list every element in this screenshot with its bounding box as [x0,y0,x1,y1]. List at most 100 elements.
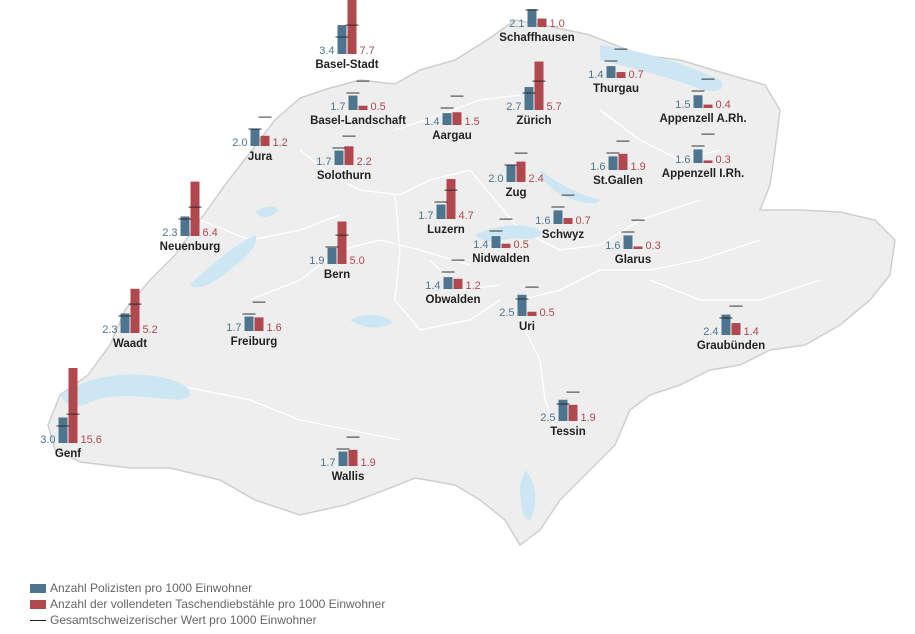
legend-label-police: Anzahl Polizisten pro 1000 Einwohner [50,581,253,595]
bar-police-solothurn [334,150,344,165]
value-pickpocket-luzern: 4.7 [459,210,474,222]
canton-label-glarus: Glarus [615,254,651,266]
bar-pickpocket-uri [527,311,537,316]
canton-luzern: 1.7 4.7 Luzern [418,179,474,236]
canton-glarus: 1.6 0.3 Glarus [605,219,661,266]
value-pickpocket-zug: 2.4 [529,173,544,185]
value-pickpocket-genf: 15.6 [81,434,102,446]
bar-police-schaffhausen [527,9,537,27]
value-pickpocket-glarus: 0.3 [646,240,661,252]
canton-label-waadt: Waadt [113,338,147,350]
value-police-zug: 2.0 [488,173,503,185]
canton-aargau: 1.4 1.5 Aargau [424,95,480,142]
canton-label-zug: Zug [505,187,526,199]
value-police-obwalden: 1.4 [425,280,440,292]
bar-pickpocket-graubuenden [731,323,741,335]
value-police-schwyz: 1.6 [535,215,550,227]
legend-item-police: Anzahl Polizisten pro 1000 Einwohner [30,580,385,596]
canton-label-graubuenden: Graubünden [697,340,765,352]
canton-zuerich: 2.7 5.7 Zürich [506,61,562,127]
bar-pickpocket-basel-stadt [347,0,357,54]
canton-thurgau: 1.4 0.7 Thurgau [588,48,644,95]
canton-label-uri: Uri [519,321,535,333]
bar-police-basel-stadt [337,25,347,54]
legend: Anzahl Polizisten pro 1000 Einwohner Anz… [30,580,385,628]
value-police-jura: 2.0 [232,137,247,149]
value-police-basel-landschaft: 1.7 [330,101,345,113]
legend-item-pickpocket: Anzahl der vollendeten Taschendiebstähle… [30,596,385,612]
bar-police-basel-landschaft [348,95,358,110]
value-pickpocket-appenzell-i-rh: 0.3 [716,154,731,166]
canton-label-basel-landschaft: Basel-Landschaft [310,115,406,127]
value-pickpocket-bern: 5.0 [350,255,365,267]
value-pickpocket-basel-stadt: 7.7 [360,45,375,57]
value-pickpocket-obwalden: 1.2 [466,280,481,292]
bar-pickpocket-aargau [452,112,462,125]
lake-maggiore [520,470,536,521]
bar-police-jura [250,129,260,146]
value-pickpocket-basel-landschaft: 0.5 [371,101,386,113]
value-police-genf: 3.0 [40,434,55,446]
switzerland-map: 3.4 7.7 Basel-Stadt 2.1 1.0 Schaffhausen 1.4 0.… [40,0,896,547]
value-police-glarus: 1.6 [605,240,620,252]
bar-police-nidwalden [491,236,501,248]
canton-obwalden: 1.4 1.2 Obwalden [425,259,481,306]
canton-label-aargau: Aargau [432,130,472,142]
value-police-zuerich: 2.7 [506,101,521,113]
bar-pickpocket-jura [260,135,270,146]
value-pickpocket-freiburg: 1.6 [267,322,282,334]
value-pickpocket-jura: 1.2 [273,137,288,149]
canton-label-schaffhausen: Schaffhausen [499,32,574,44]
canton-label-jura: Jura [248,151,273,163]
value-police-appenzell-a-rh: 1.5 [675,99,690,111]
bar-pickpocket-basel-landschaft [358,105,368,110]
canton-label-st-gallen: St.Gallen [593,175,643,187]
canton-label-schwyz: Schwyz [542,229,584,241]
value-pickpocket-zuerich: 5.7 [547,101,562,113]
bar-pickpocket-waadt [130,288,140,333]
bar-police-graubuenden [721,314,731,335]
value-pickpocket-nidwalden: 0.5 [514,239,529,251]
value-pickpocket-neuenburg: 6.4 [203,227,218,239]
bar-pickpocket-tessin [568,404,578,421]
bar-pickpocket-st-gallen [618,153,628,170]
bar-police-appenzell-a-rh [693,95,703,108]
legend-swatch-police [30,583,46,593]
canton-label-appenzell-a-rh: Appenzell A.Rh. [659,113,746,125]
value-police-solothurn: 1.7 [316,156,331,168]
value-police-basel-stadt: 3.4 [319,45,334,57]
canton-st-gallen: 1.6 1.9 St.Gallen [590,140,646,187]
canton-freiburg: 1.7 1.6 Freiburg [226,301,282,348]
bar-police-aargau [442,113,452,125]
canton-appenzell-a-rh: 1.5 0.4 Appenzell A.Rh. [659,78,747,125]
value-police-schaffhausen: 2.1 [509,18,524,30]
canton-label-luzern: Luzern [427,224,465,236]
bar-police-zuerich [524,87,534,110]
bar-pickpocket-bern [337,221,347,264]
value-police-uri: 2.5 [499,307,514,319]
bar-police-glarus [623,235,633,249]
canton-label-wallis: Wallis [332,471,365,483]
value-pickpocket-wallis: 1.9 [361,457,376,469]
bar-police-st-gallen [608,156,618,170]
legend-item-reference: Gesamtschweizerischer Wert pro 1000 Einw… [30,612,385,628]
value-pickpocket-st-gallen: 1.9 [631,161,646,173]
canton-basel-landschaft: 1.7 0.5 Basel-Landschaft [310,80,406,127]
legend-swatch-pickpocket [30,599,46,609]
canton-label-solothurn: Solothurn [317,170,371,182]
legend-label-reference: Gesamtschweizerischer Wert pro 1000 Einw… [50,613,317,627]
legend-label-pickpocket: Anzahl der vollendeten Taschendiebstähle… [50,597,386,611]
bar-pickpocket-schwyz [563,218,573,224]
value-pickpocket-waadt: 5.2 [143,324,158,336]
canton-neuenburg: 2.3 6.4 Neuenburg [160,181,221,253]
bar-pickpocket-solothurn [344,146,354,165]
bar-pickpocket-zug [516,161,526,182]
value-police-nidwalden: 1.4 [473,239,488,251]
canton-label-tessin: Tessin [550,426,586,438]
lake-biel [255,206,278,218]
canton-label-neuenburg: Neuenburg [160,241,221,253]
canton-basel-stadt: 3.4 7.7 Basel-Stadt [315,0,379,71]
canton-label-freiburg: Freiburg [231,336,278,348]
